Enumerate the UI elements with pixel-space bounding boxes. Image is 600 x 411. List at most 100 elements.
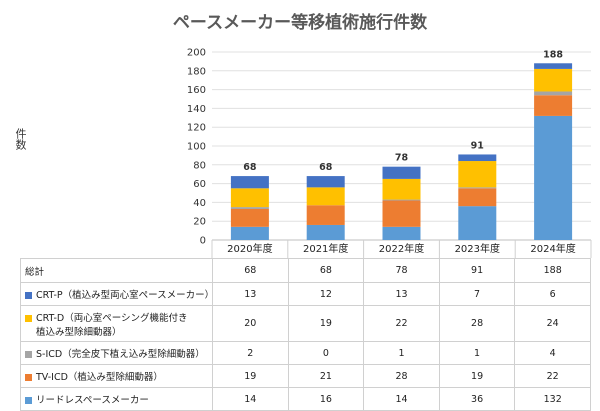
table-cell: 21 [287, 364, 365, 388]
table-cell: 0 [287, 341, 365, 365]
table-cell: 68 [212, 258, 289, 283]
bar-segment [306, 205, 345, 225]
x-tick-label: 2023年度 [455, 242, 500, 255]
bar-segment [458, 188, 497, 207]
table-cell: 28 [438, 305, 516, 342]
table-cell: 1 [363, 341, 440, 365]
y-tick-label: 140 [187, 104, 206, 115]
y-tick-label: 120 [187, 123, 206, 134]
table-cell: 12 [287, 282, 365, 306]
table-cell: 19 [287, 305, 365, 342]
table-cell: 68 [287, 258, 365, 283]
row-label: S-ICD（完全皮下植え込み型除細動器） [20, 341, 213, 365]
table-cell: 14 [212, 387, 289, 411]
table-cell: 6 [514, 282, 591, 306]
y-tick-label: 160 [187, 85, 206, 96]
y-tick-label: 0 [200, 236, 206, 247]
bar-segment [382, 178, 421, 200]
table-cell: 14 [363, 387, 440, 411]
bar-segment [458, 187, 497, 189]
y-axis-label: 件数 [14, 128, 27, 150]
row-label: リードレスペースメーカー [20, 387, 213, 411]
series-name-line2: 植込み型除細動器） [36, 326, 122, 338]
y-tick-label: 100 [187, 142, 206, 153]
bar-segment [458, 154, 497, 162]
bar-segment [534, 95, 573, 116]
bar-segment [382, 226, 421, 240]
series-row: TV-ICD（植込み型除細動器） 19 21 28 19 22 [20, 364, 591, 388]
series-row: CRT-D（両心室ペーシング機能付き 植込み型除細動器） 20 19 22 28 24 [20, 305, 591, 342]
total-data-label: 68 [243, 162, 257, 173]
table-cell: 24 [514, 305, 591, 342]
series-name: TV-ICD（植込み型除細動器） [36, 372, 163, 383]
bar-segment [534, 115, 573, 240]
y-tick-label: 80 [193, 160, 206, 171]
row-label: TV-ICD（植込み型除細動器） [20, 364, 213, 388]
bar-segment [534, 68, 573, 92]
total-data-label: 78 [395, 153, 409, 164]
bar-segment [306, 187, 345, 206]
bar-segment [534, 63, 573, 69]
row-label: CRT-P（植込み型両心室ペースメーカー） [20, 282, 213, 306]
legend-swatch [25, 351, 32, 358]
bar-segment [230, 208, 269, 227]
table-cell: 78 [363, 258, 440, 283]
legend-swatch [25, 374, 32, 381]
series-row: S-ICD（完全皮下植え込み型除細動器） 2 0 1 1 4 [20, 341, 591, 365]
bar-segment [458, 206, 497, 240]
total-data-label: 91 [471, 140, 484, 151]
series-row: CRT-P（植込み型両心室ペースメーカー） 13 12 13 7 6 [20, 282, 591, 306]
table-cell: 20 [212, 305, 289, 342]
bar-segment [458, 161, 497, 188]
table-cell: 22 [363, 305, 440, 342]
table-cell: 36 [438, 387, 516, 411]
table-cell: 16 [287, 387, 365, 411]
stacked-bar-chart: 0 20 40 60 80 100 120 140 160 180 200 68 2020年度 68 20… [187, 48, 592, 258]
x-tick-label: 2020年度 [227, 242, 272, 255]
data-table: 総計 68 68 78 91 188 CRT-P（植込み型両心室ペースメーカー） 13 12 13… [20, 258, 591, 411]
table-cell: 13 [212, 282, 289, 306]
table-cell: 22 [514, 364, 591, 388]
x-tick-label: 2024年度 [530, 242, 575, 255]
x-tick-label: 2022年度 [379, 242, 424, 255]
bar-segment [534, 91, 573, 96]
row-label: 総計 [20, 258, 213, 283]
table-cell: 28 [363, 364, 440, 388]
bar-segment [382, 200, 421, 227]
table-cell: 132 [514, 387, 591, 411]
bar-segment [382, 199, 421, 201]
bar-segment [230, 176, 269, 189]
total-data-label: 188 [543, 49, 563, 60]
chart-title: ペースメーカー等移植術施行件数 [172, 13, 428, 33]
table-cell: 13 [363, 282, 440, 306]
bar-segment [306, 224, 345, 240]
legend-swatch [25, 314, 32, 322]
totals-row: 総計 68 68 78 91 188 [20, 258, 591, 283]
bar-segment [382, 166, 421, 179]
series-name: S-ICD（完全皮下植え込み型除細動器） [36, 349, 205, 360]
y-tick-label: 200 [187, 48, 206, 59]
bar-segment [230, 226, 269, 240]
table-cell: 2 [212, 341, 289, 365]
row-label: CRT-D（両心室ペーシング機能付き 植込み型除細動器） [20, 305, 213, 342]
series-row: リードレスペースメーカー 14 16 14 36 132 [20, 387, 591, 411]
series-name: リードレスペースメーカー [36, 395, 149, 406]
series-name: CRT-D（両心室ペーシング機能付き [36, 312, 188, 324]
table-cell: 1 [438, 341, 516, 365]
y-tick-label: 20 [193, 217, 206, 228]
bar-segment [306, 176, 345, 188]
legend-swatch [25, 397, 32, 404]
table-cell: 19 [212, 364, 289, 388]
legend-swatch [25, 292, 32, 299]
table-cell: 19 [438, 364, 516, 388]
series-name: CRT-P（植込み型両心室ペースメーカー） [36, 290, 213, 301]
y-tick-label: 60 [193, 179, 206, 190]
total-data-label: 68 [319, 162, 333, 173]
table-cell: 188 [514, 258, 591, 283]
bar-segment [230, 188, 269, 208]
y-tick-label: 40 [193, 198, 206, 209]
y-tick-label: 180 [187, 66, 206, 77]
table-cell: 4 [514, 341, 591, 365]
table-cell: 91 [438, 258, 516, 283]
table-cell: 7 [438, 282, 516, 306]
